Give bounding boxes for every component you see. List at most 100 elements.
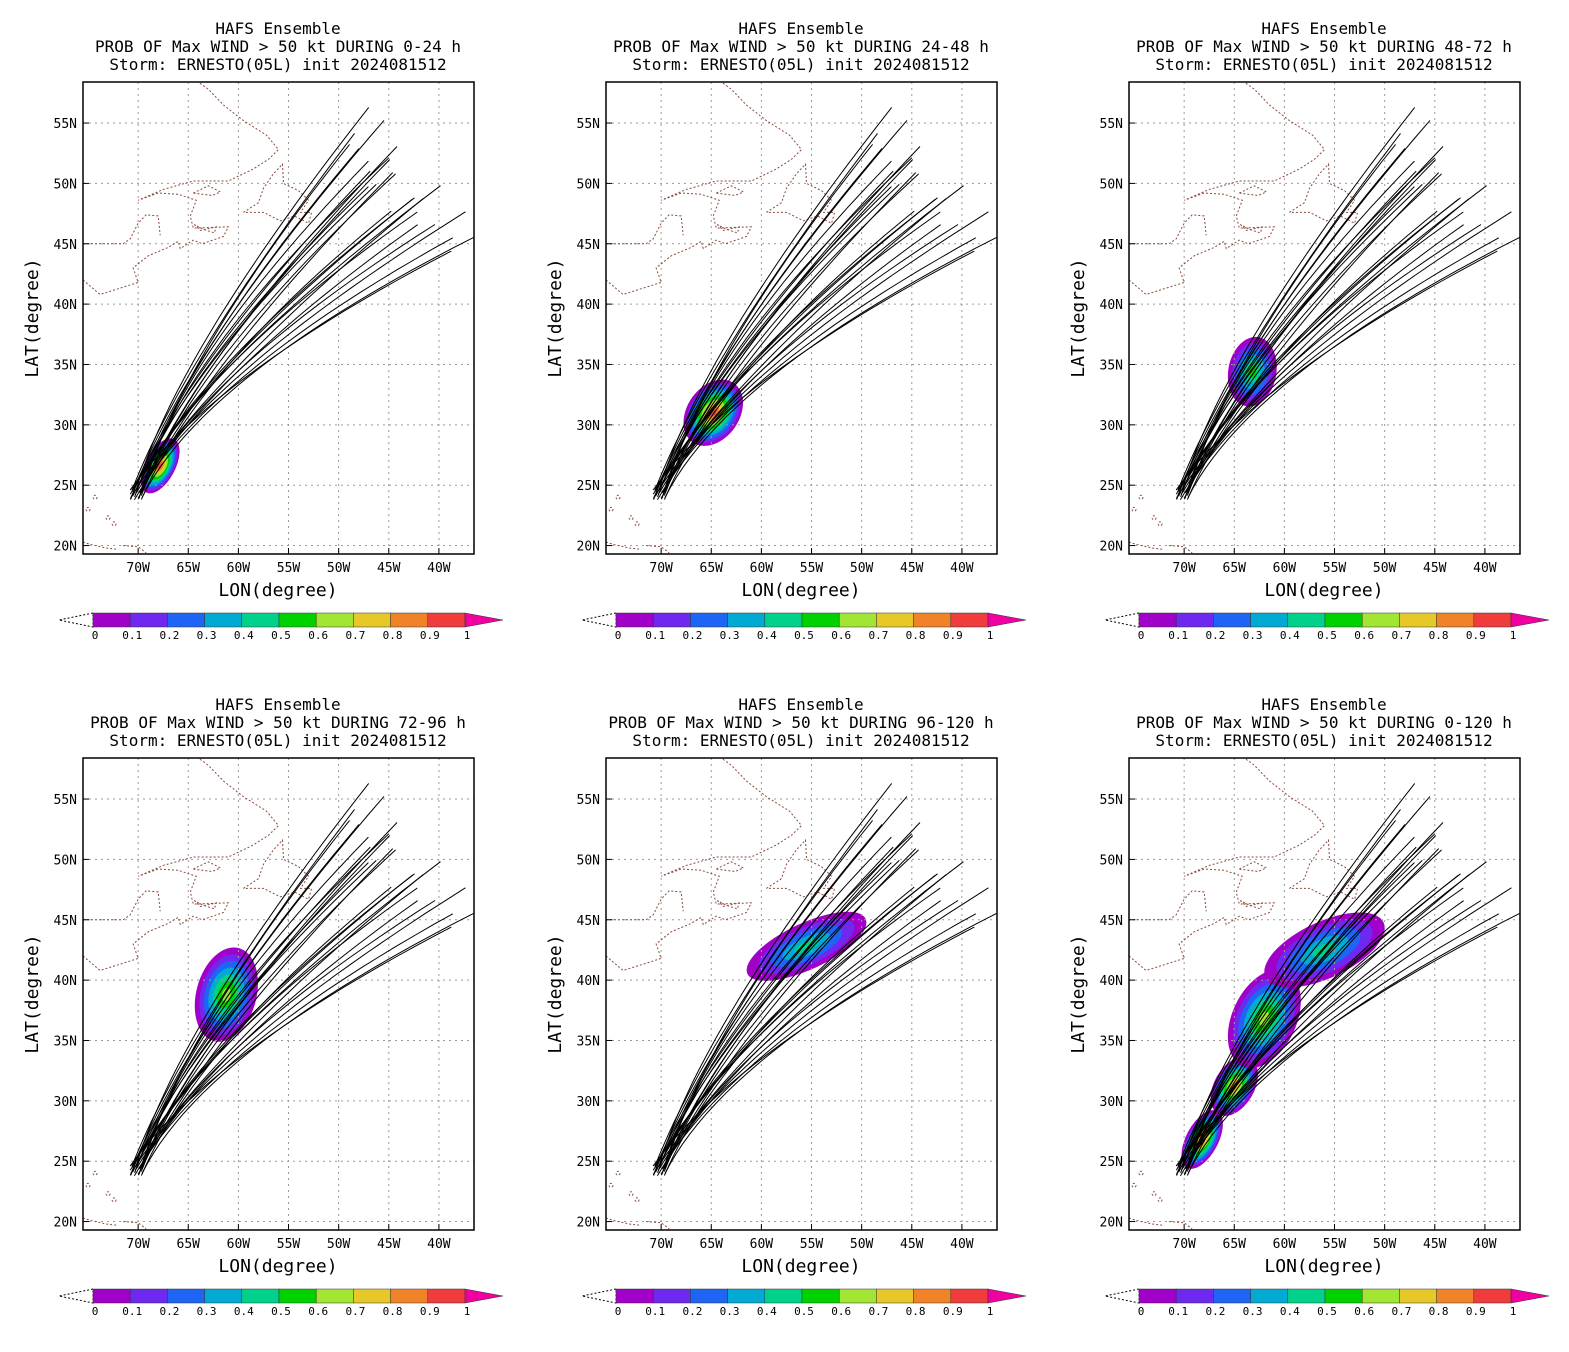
colorbar-segment <box>764 612 803 628</box>
coastline-segment <box>606 214 684 245</box>
y-axis-label: LAT(degree) <box>1068 934 1089 1053</box>
colorbar-label: 0.4 <box>757 629 777 642</box>
y-tick-label: 50N <box>54 853 77 868</box>
storm-line: Storm: ERNESTO(05L) init 2024081512 <box>632 55 969 74</box>
colorbar-segment <box>1175 1288 1214 1304</box>
track-line <box>664 912 997 1174</box>
coastline-segment <box>606 1217 640 1226</box>
y-tick-label: 35N <box>54 358 77 373</box>
track-line <box>1177 846 1417 1168</box>
plot-frame <box>1128 757 1521 1231</box>
x-tick-label: 40W <box>427 1237 451 1252</box>
colorbar-label: 0.1 <box>645 1305 665 1318</box>
track-line <box>135 211 466 494</box>
colorbar-label: 0 <box>92 629 99 642</box>
colorbar-segment <box>801 1288 840 1304</box>
colorbar-segment <box>353 612 391 628</box>
y-tick-label: 25N <box>54 479 77 494</box>
plot-area <box>83 758 474 1230</box>
y-tick-label: 40N <box>1100 974 1123 989</box>
colorbar-segment <box>913 1288 952 1304</box>
colorbar: 0 0.1 0.2 0.3 0.4 0.5 0.6 0.7 0.8 0.9 1 <box>581 1288 1027 1318</box>
track-line <box>129 184 377 500</box>
storm-line: Storm: ERNESTO(05L) init 2024081512 <box>109 55 446 74</box>
x-tick-label: 60W <box>1273 561 1297 576</box>
y-tick-label: 50N <box>54 177 77 192</box>
y-tick-label: 35N <box>1100 358 1123 373</box>
colorbar-under-arrow <box>581 612 617 628</box>
colorbar-label: 0.1 <box>645 629 665 642</box>
colorbar-segment <box>167 1288 205 1304</box>
track-line <box>652 926 975 1167</box>
coastline-segment <box>1129 541 1163 550</box>
track-line <box>1184 224 1464 494</box>
panel-title: HAFS Ensemble <box>1261 19 1386 38</box>
track-line <box>1187 236 1520 498</box>
y-tick-label: 40N <box>577 974 600 989</box>
panel-title: HAFS Ensemble <box>1261 695 1386 714</box>
storm-line: Storm: ERNESTO(05L) init 2024081512 <box>109 731 446 750</box>
island <box>1138 1170 1144 1176</box>
track-line <box>661 224 941 494</box>
island <box>1131 1182 1137 1188</box>
colorbar-segment <box>652 612 691 628</box>
y-tick-label: 30N <box>577 419 600 434</box>
plot-frame <box>1128 81 1521 555</box>
colorbar-label: 0.7 <box>1391 629 1411 642</box>
colorbar-label: 0.9 <box>943 629 963 642</box>
panel-subtitle: PROB OF Max WIND > 50 kt DURING 48-72 h <box>1136 37 1512 56</box>
y-tick-label: 40N <box>54 298 77 313</box>
colorbar-label: 0.4 <box>1280 1305 1300 1318</box>
coastline-segment <box>193 900 218 910</box>
x-tick-label: 45W <box>377 561 401 576</box>
coastline-segment <box>1239 185 1268 196</box>
track-line <box>1176 874 1470 1174</box>
colorbar-segment <box>167 612 205 628</box>
track-line <box>1175 250 1498 491</box>
track-line <box>656 913 977 1176</box>
coastline-segment <box>1239 861 1268 872</box>
coastline-segment <box>716 861 745 872</box>
x-tick-label: 45W <box>900 561 924 576</box>
island <box>634 521 640 527</box>
probability-region <box>1264 912 1385 988</box>
track-line <box>131 170 371 492</box>
island <box>105 1191 111 1197</box>
y-tick-label: 40N <box>54 974 77 989</box>
track-line <box>654 133 878 491</box>
colorbar-segment <box>1436 612 1475 628</box>
track-line <box>663 173 919 496</box>
x-tick-label: 65W <box>1223 1237 1247 1252</box>
track-line <box>138 224 418 494</box>
colorbar-label: 0.9 <box>943 1305 963 1318</box>
y-tick-label: 55N <box>577 117 600 132</box>
coastline-segment <box>1169 545 1193 554</box>
colorbar-label: 0.1 <box>122 1305 142 1318</box>
y-tick-label: 25N <box>54 1155 77 1170</box>
track-line <box>131 846 371 1168</box>
coastline-segment <box>83 214 161 245</box>
island <box>111 1197 117 1203</box>
x-tick-label: 45W <box>1423 1237 1447 1252</box>
track-line <box>1177 170 1417 492</box>
colorbar-label: 0.2 <box>1205 629 1225 642</box>
track-line <box>1176 120 1431 500</box>
colorbar-label: 0.8 <box>906 1305 926 1318</box>
colorbar-label: 0.7 <box>868 629 888 642</box>
track-line <box>138 900 418 1170</box>
colorbar-segment <box>1399 612 1437 628</box>
coastline-segment <box>193 861 222 872</box>
grid <box>606 82 997 554</box>
x-tick-label: 55W <box>1323 1237 1347 1252</box>
x-tick-label: 70W <box>126 561 150 576</box>
coastline-segment <box>606 82 803 296</box>
track-line <box>656 237 977 500</box>
colorbar-segment <box>615 612 654 628</box>
colorbar-under-arrow <box>1104 1288 1140 1304</box>
y-tick-label: 30N <box>1100 1095 1123 1110</box>
y-axis-label: LAT(degree) <box>22 934 43 1053</box>
x-tick-label: 65W <box>700 561 724 576</box>
